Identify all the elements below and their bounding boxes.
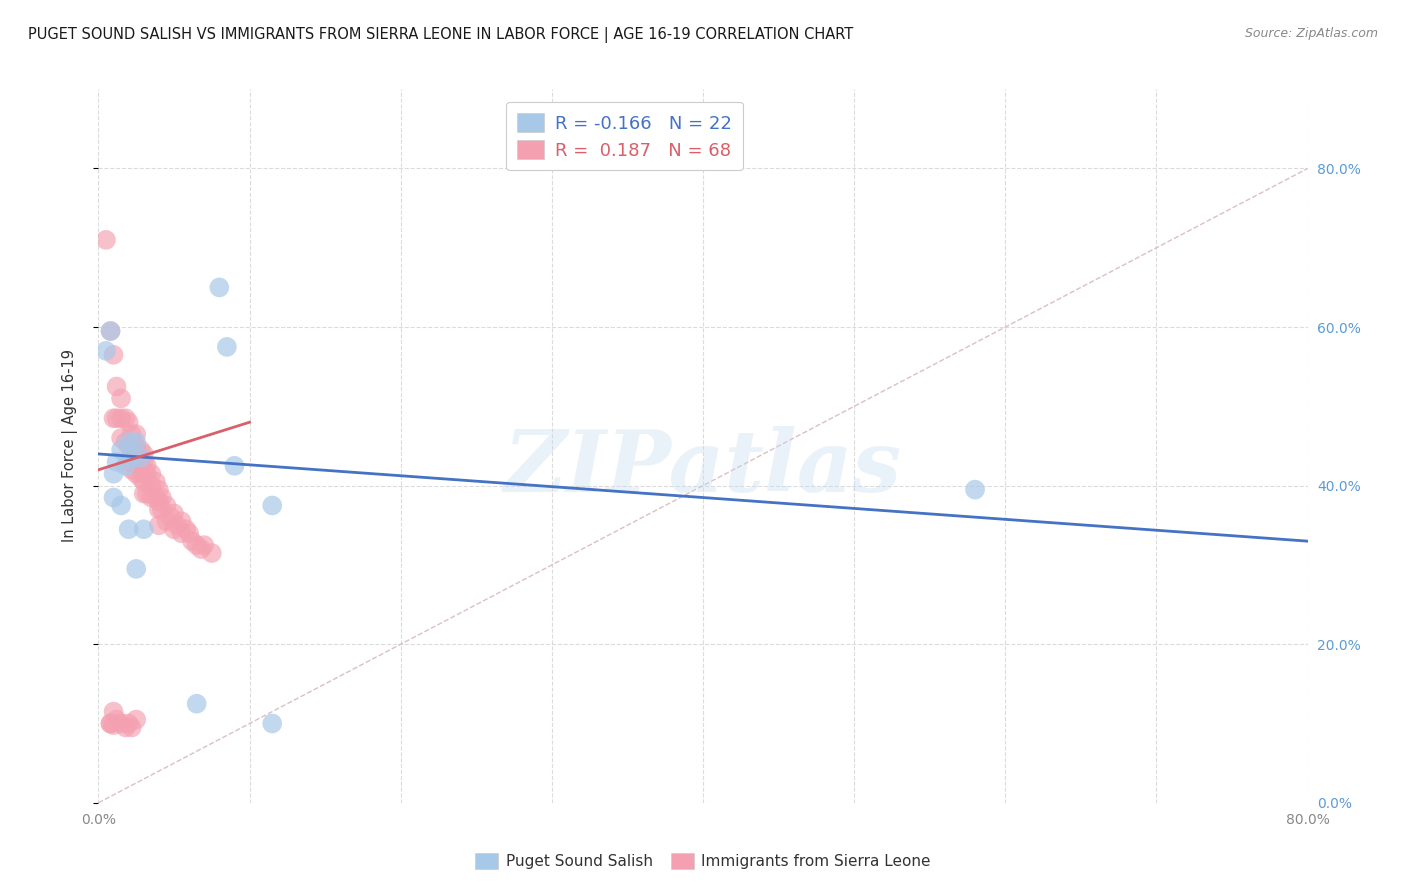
Point	[186, 538, 208, 552]
Point	[224, 458, 246, 473]
Point	[94, 233, 117, 247]
Point	[145, 475, 167, 489]
Text: ZIPatlas: ZIPatlas	[503, 425, 903, 509]
Point	[965, 483, 987, 497]
Point	[121, 427, 143, 442]
Point	[262, 716, 284, 731]
Point	[129, 471, 152, 485]
Point	[163, 522, 186, 536]
Point	[141, 491, 163, 505]
Point	[118, 415, 141, 429]
Point	[94, 343, 117, 358]
Point	[103, 348, 125, 362]
Point	[125, 435, 148, 450]
Point	[100, 324, 122, 338]
Point	[135, 467, 157, 481]
Y-axis label: In Labor Force | Age 16-19: In Labor Force | Age 16-19	[62, 350, 77, 542]
Point	[110, 716, 132, 731]
Point	[103, 718, 125, 732]
Point	[100, 716, 122, 731]
Point	[100, 324, 122, 338]
Point	[132, 455, 155, 469]
Text: PUGET SOUND SALISH VS IMMIGRANTS FROM SIERRA LEONE IN LABOR FORCE | AGE 16-19 CO: PUGET SOUND SALISH VS IMMIGRANTS FROM SI…	[28, 27, 853, 43]
Point	[114, 435, 136, 450]
Point	[201, 546, 224, 560]
Point	[125, 427, 148, 442]
Point	[135, 458, 157, 473]
Point	[118, 435, 141, 450]
Point	[114, 411, 136, 425]
Point	[148, 518, 170, 533]
Point	[150, 502, 173, 516]
Point	[141, 467, 163, 481]
Point	[190, 542, 212, 557]
Point	[110, 411, 132, 425]
Point	[170, 514, 193, 528]
Point	[125, 713, 148, 727]
Point	[100, 716, 122, 731]
Point	[174, 522, 197, 536]
Point	[105, 379, 128, 393]
Point	[114, 458, 136, 473]
Point	[155, 514, 177, 528]
Point	[148, 502, 170, 516]
Point	[103, 491, 125, 505]
Point	[132, 447, 155, 461]
Point	[118, 522, 141, 536]
Point	[155, 499, 177, 513]
Point	[135, 486, 157, 500]
Point	[132, 467, 155, 481]
Point	[125, 439, 148, 453]
Point	[125, 450, 148, 465]
Point	[148, 494, 170, 508]
Point	[262, 499, 284, 513]
Point	[193, 538, 215, 552]
Point	[215, 340, 238, 354]
Point	[118, 439, 141, 453]
Point	[103, 705, 125, 719]
Point	[105, 455, 128, 469]
Point	[110, 431, 132, 445]
Point	[163, 507, 186, 521]
Point	[105, 713, 128, 727]
Point	[132, 486, 155, 500]
Point	[129, 458, 152, 473]
Point	[118, 716, 141, 731]
Point	[110, 442, 132, 457]
Point	[125, 562, 148, 576]
Legend: R = -0.166   N = 22, R =  0.187   N = 68: R = -0.166 N = 22, R = 0.187 N = 68	[506, 102, 742, 170]
Point	[170, 526, 193, 541]
Point	[132, 522, 155, 536]
Point	[166, 518, 188, 533]
Point	[148, 483, 170, 497]
Point	[129, 450, 152, 465]
Point	[125, 467, 148, 481]
Point	[150, 491, 173, 505]
Point	[114, 721, 136, 735]
Point	[121, 450, 143, 465]
Text: Source: ZipAtlas.com: Source: ZipAtlas.com	[1244, 27, 1378, 40]
Point	[118, 455, 141, 469]
Point	[105, 411, 128, 425]
Point	[145, 491, 167, 505]
Point	[141, 478, 163, 492]
Point	[121, 447, 143, 461]
Point	[103, 411, 125, 425]
Point	[186, 697, 208, 711]
Point	[110, 499, 132, 513]
Point	[103, 467, 125, 481]
Point	[179, 526, 201, 541]
Point	[110, 392, 132, 406]
Point	[181, 534, 204, 549]
Point	[121, 463, 143, 477]
Legend: Puget Sound Salish, Immigrants from Sierra Leone: Puget Sound Salish, Immigrants from Sier…	[470, 847, 936, 875]
Point	[160, 510, 183, 524]
Point	[121, 721, 143, 735]
Point	[129, 442, 152, 457]
Point	[132, 475, 155, 489]
Point	[208, 280, 231, 294]
